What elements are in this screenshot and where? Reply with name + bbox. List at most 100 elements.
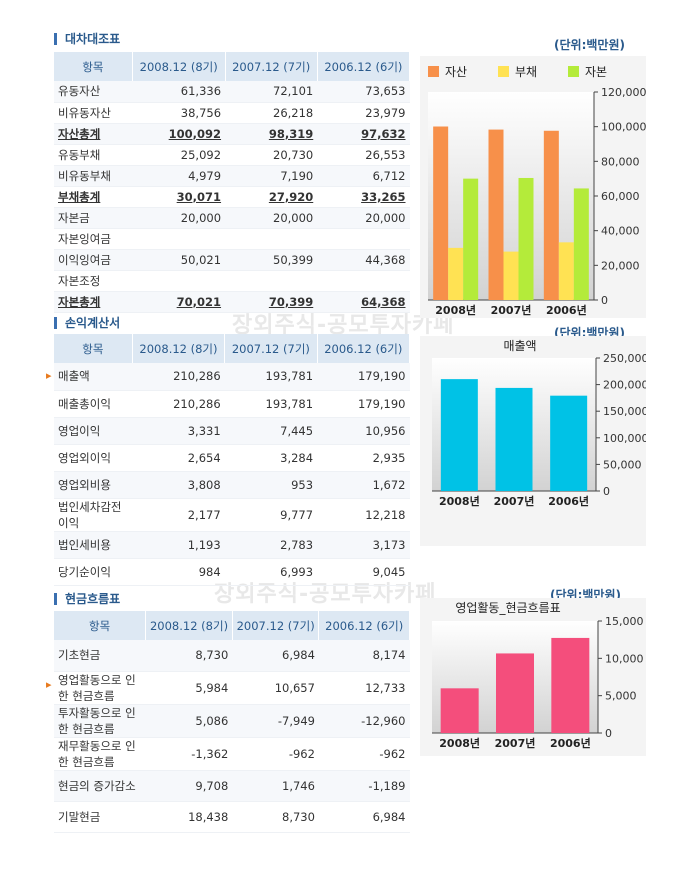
column-header: 2006.12 (6기) [317, 52, 411, 81]
cell-value: 27,920 [268, 189, 314, 204]
cell-value: 72,101 [273, 84, 314, 99]
x-tick-label: 2006년 [550, 736, 591, 750]
table-row: 매출액 210,286 193,781 179,190 [54, 363, 410, 391]
table-row: 매출총이익 210,286 193,781 179,190 [54, 390, 410, 418]
row-label: 이익잉여금 [58, 252, 111, 267]
x-tick-label: 2007년 [491, 303, 532, 317]
x-tick-label: 2007년 [494, 494, 535, 508]
table-row: 법인세차감전 이익 2,177 9,777 12,218 [54, 498, 410, 532]
cell-value: 7,190 [280, 168, 314, 183]
cell-value: 38,756 [180, 105, 222, 120]
bar [440, 379, 478, 491]
row-label: 영업이익 [58, 423, 101, 438]
cell-value: 984 [198, 564, 221, 579]
balance-unit-label: (단위:백만원) [554, 38, 625, 52]
cell-value: -1,189 [368, 778, 406, 793]
table-row: 자본잉여금 [54, 228, 410, 250]
cell-value: -962 [379, 746, 406, 761]
legend-swatch [568, 66, 579, 77]
row-label: 매출총이익 [58, 396, 111, 411]
y-tick-label: 120,000 [601, 86, 646, 99]
table-row: 자본금 20,000 20,000 20,000 [54, 207, 410, 229]
cell-value: 50,021 [180, 252, 222, 267]
cell-value: 2,654 [187, 450, 221, 465]
cell-value: 20,000 [273, 210, 314, 225]
row-label: 유동자산 [58, 84, 101, 99]
row-label: 자본잉여금 [58, 231, 111, 246]
bar [433, 126, 449, 300]
cell-value: 8,730 [282, 809, 315, 824]
bar [440, 688, 479, 733]
table-row: 영업이익 3,331 7,445 10,956 [54, 417, 410, 445]
row-label: 현금의 증가감소 [58, 778, 136, 793]
legend-swatch [498, 66, 509, 77]
cell-value: 97,632 [361, 126, 406, 141]
cashflow-section-title: 현금흐름표 [54, 593, 120, 605]
cell-value: 2,935 [372, 450, 406, 465]
column-header: 2006.12 (6기) [317, 334, 411, 363]
cell-value: 3,808 [187, 477, 221, 492]
legend-label: 부채 [515, 65, 537, 79]
cell-value: 210,286 [173, 396, 221, 411]
column-header: 2007.12 (7기) [232, 611, 320, 640]
cell-value: 6,984 [282, 648, 315, 663]
cell-value: 98,319 [268, 126, 314, 141]
row-label: 법인세차감전 이익 [58, 499, 122, 530]
cell-value: 2,177 [187, 507, 221, 522]
cell-value: 1,672 [372, 477, 406, 492]
cell-value: 6,993 [280, 564, 314, 579]
table-header-row: 항목 2008.12 (8기) 2007.12 (7기) 2006.12 (6기) [54, 611, 410, 640]
y-tick-label: 250,000 [603, 352, 646, 365]
row-label: 영업외비용 [58, 477, 111, 492]
table-row: 재무활동으로 인한 현금흐름 -1,362 -962 -962 [54, 737, 410, 771]
column-header: 2006.12 (6기) [318, 611, 410, 640]
y-tick-label: 40,000 [601, 225, 640, 238]
cell-value: 73,653 [365, 84, 406, 99]
balance-table: 항목 2008.12 (8기) 2007.12 (7기) 2006.12 (6기) 유동… [54, 52, 411, 313]
row-label: 기초현금 [58, 648, 101, 663]
cell-value: 12,218 [365, 507, 406, 522]
cell-value: 12,733 [365, 680, 406, 695]
table-row: 기말현금 18,438 8,730 6,984 [54, 801, 410, 833]
row-label: 법인세비용 [58, 537, 111, 552]
table-row: 기초현금 8,730 6,984 8,174 [54, 640, 410, 672]
cashflow-chart: 0 5,000 10,000 15,000 2008년 2007년 2006년 영업활동_현금… [420, 598, 646, 756]
arrow-marker-icon: ▸ [46, 678, 52, 691]
table-row: 영업외비용 3,808 953 1,672 [54, 471, 410, 499]
row-label: 자산총계 [58, 126, 101, 141]
bar [495, 387, 533, 491]
legend-swatch [428, 66, 439, 77]
row-label: 영업외이익 [58, 450, 111, 465]
cell-value: 193,781 [265, 396, 314, 411]
column-header: 2008.12 (8기) [132, 52, 226, 81]
bar [488, 129, 504, 300]
x-tick-label: 2007년 [495, 736, 536, 750]
cell-value: 10,657 [274, 680, 315, 695]
cell-value: 30,071 [176, 189, 222, 204]
cell-value: 953 [291, 477, 314, 492]
cell-value: -7,949 [277, 713, 315, 728]
y-tick-label: 0 [605, 727, 612, 740]
cell-value: 64,368 [361, 294, 406, 309]
cell-value: 8,174 [372, 648, 406, 663]
sales-chart: 0 50,000 100,000 150,000 200,000 250,000 2008년… [420, 336, 646, 546]
balance-chart: 0 20,000 40,000 60,000 80,000 100,000 120,000 2… [420, 56, 646, 318]
cell-value: 1,746 [282, 778, 315, 793]
y-tick-label: 0 [603, 485, 610, 498]
cashflow-table: 항목 2008.12 (8기) 2007.12 (7기) 2006.12 (6기) 기초… [54, 611, 410, 833]
cell-value: 5,984 [195, 680, 229, 695]
table-row: 비유동부채 4,979 7,190 6,712 [54, 165, 410, 187]
row-label: 자본조정 [58, 273, 101, 288]
income-section-title: 손익계산서 [54, 317, 120, 329]
cell-value: 25,092 [180, 147, 222, 162]
cell-value: 9,708 [195, 778, 229, 793]
watermark: 장외주식-공모투자카페 [214, 582, 437, 607]
table-row: 자산총계 100,092 98,319 97,632 [54, 123, 410, 145]
y-tick-label: 60,000 [601, 190, 640, 203]
row-label: 비유동자산 [58, 105, 111, 120]
chart-title: 영업활동_현금흐름표 [455, 601, 560, 615]
y-tick-label: 80,000 [601, 155, 640, 168]
cell-value: 9,777 [280, 507, 314, 522]
watermark: 장외주식-공모투자카페 [232, 313, 455, 338]
cell-value: 26,553 [365, 147, 406, 162]
